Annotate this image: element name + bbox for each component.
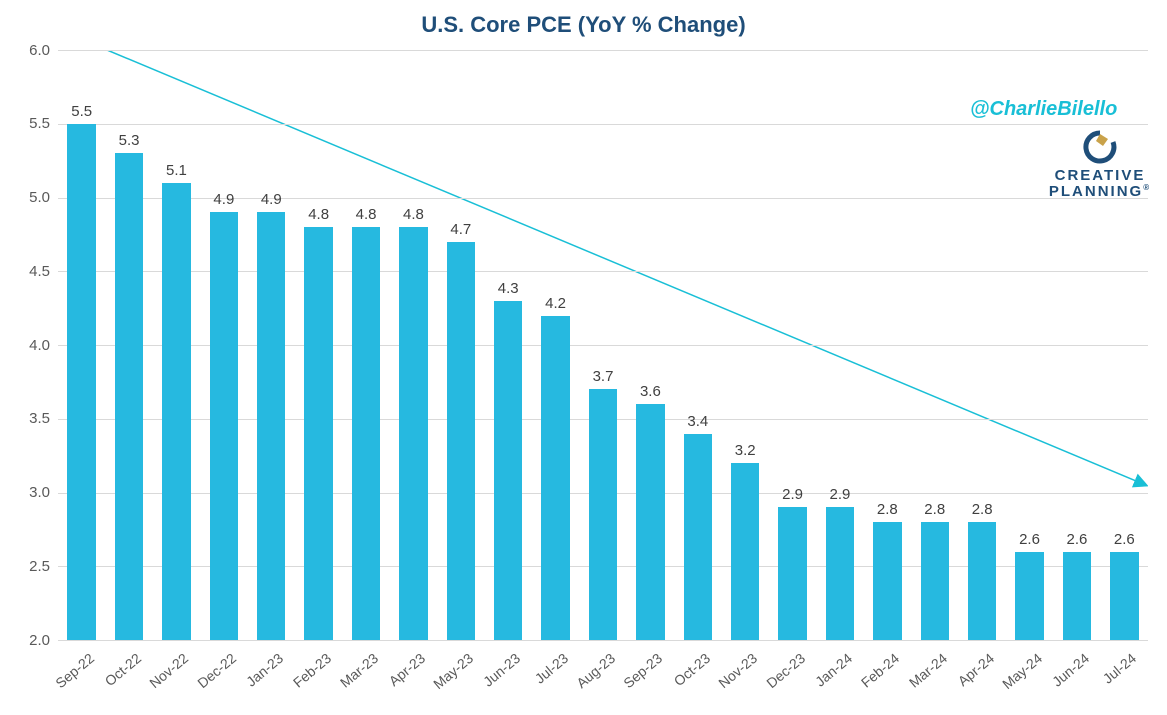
bar-value-label: 5.3 [119, 132, 140, 149]
bar-value-label: 2.8 [924, 501, 945, 518]
ytick-label: 4.0 [10, 337, 50, 354]
bar [1063, 552, 1091, 641]
bar [1015, 552, 1043, 641]
bar-value-label: 2.9 [782, 486, 803, 503]
bar-value-label: 2.8 [972, 501, 993, 518]
bar [541, 316, 569, 641]
bar-value-label: 2.9 [830, 486, 851, 503]
bar-value-label: 4.9 [213, 191, 234, 208]
bar [778, 507, 806, 640]
bar-value-label: 4.3 [498, 280, 519, 297]
bar-value-label: 4.7 [450, 221, 471, 238]
ytick-label: 4.5 [10, 263, 50, 280]
ytick-label: 2.5 [10, 558, 50, 575]
bar [447, 242, 475, 640]
ytick-label: 3.0 [10, 484, 50, 501]
bar [352, 227, 380, 640]
bar-value-label: 4.8 [308, 206, 329, 223]
gridline [58, 124, 1148, 125]
bar [684, 434, 712, 641]
bar-value-label: 4.9 [261, 191, 282, 208]
bar [968, 522, 996, 640]
bar [636, 404, 664, 640]
bar [115, 153, 143, 640]
bar-value-label: 2.6 [1066, 531, 1087, 548]
chart-container: U.S. Core PCE (YoY % Change) @CharlieBil… [0, 0, 1167, 715]
bar-value-label: 3.7 [593, 368, 614, 385]
bar [921, 522, 949, 640]
ytick-label: 2.0 [10, 632, 50, 649]
bar-value-label: 2.6 [1019, 531, 1040, 548]
gridline [58, 640, 1148, 641]
bar-value-label: 4.2 [545, 295, 566, 312]
bar-value-label: 3.6 [640, 383, 661, 400]
ytick-label: 5.5 [10, 115, 50, 132]
ytick-label: 3.5 [10, 410, 50, 427]
bar-value-label: 4.8 [356, 206, 377, 223]
bar [494, 301, 522, 640]
bar [162, 183, 190, 640]
bar [210, 212, 238, 640]
ytick-label: 6.0 [10, 42, 50, 59]
ytick-label: 5.0 [10, 189, 50, 206]
bar [1110, 552, 1138, 641]
bar-value-label: 2.6 [1114, 531, 1135, 548]
bar [731, 463, 759, 640]
chart-title: U.S. Core PCE (YoY % Change) [0, 12, 1167, 38]
bar-value-label: 5.1 [166, 162, 187, 179]
gridline [58, 50, 1148, 51]
bar [399, 227, 427, 640]
bar [873, 522, 901, 640]
bar [589, 389, 617, 640]
bar-value-label: 5.5 [71, 103, 92, 120]
plot-area: 2.02.53.03.54.04.55.05.56.05.5Sep-225.3O… [58, 50, 1148, 640]
bar-value-label: 2.8 [877, 501, 898, 518]
bar [67, 124, 95, 640]
bar [257, 212, 285, 640]
bar [826, 507, 854, 640]
bar-value-label: 4.8 [403, 206, 424, 223]
bar [304, 227, 332, 640]
bar-value-label: 3.2 [735, 442, 756, 459]
bar-value-label: 3.4 [687, 413, 708, 430]
